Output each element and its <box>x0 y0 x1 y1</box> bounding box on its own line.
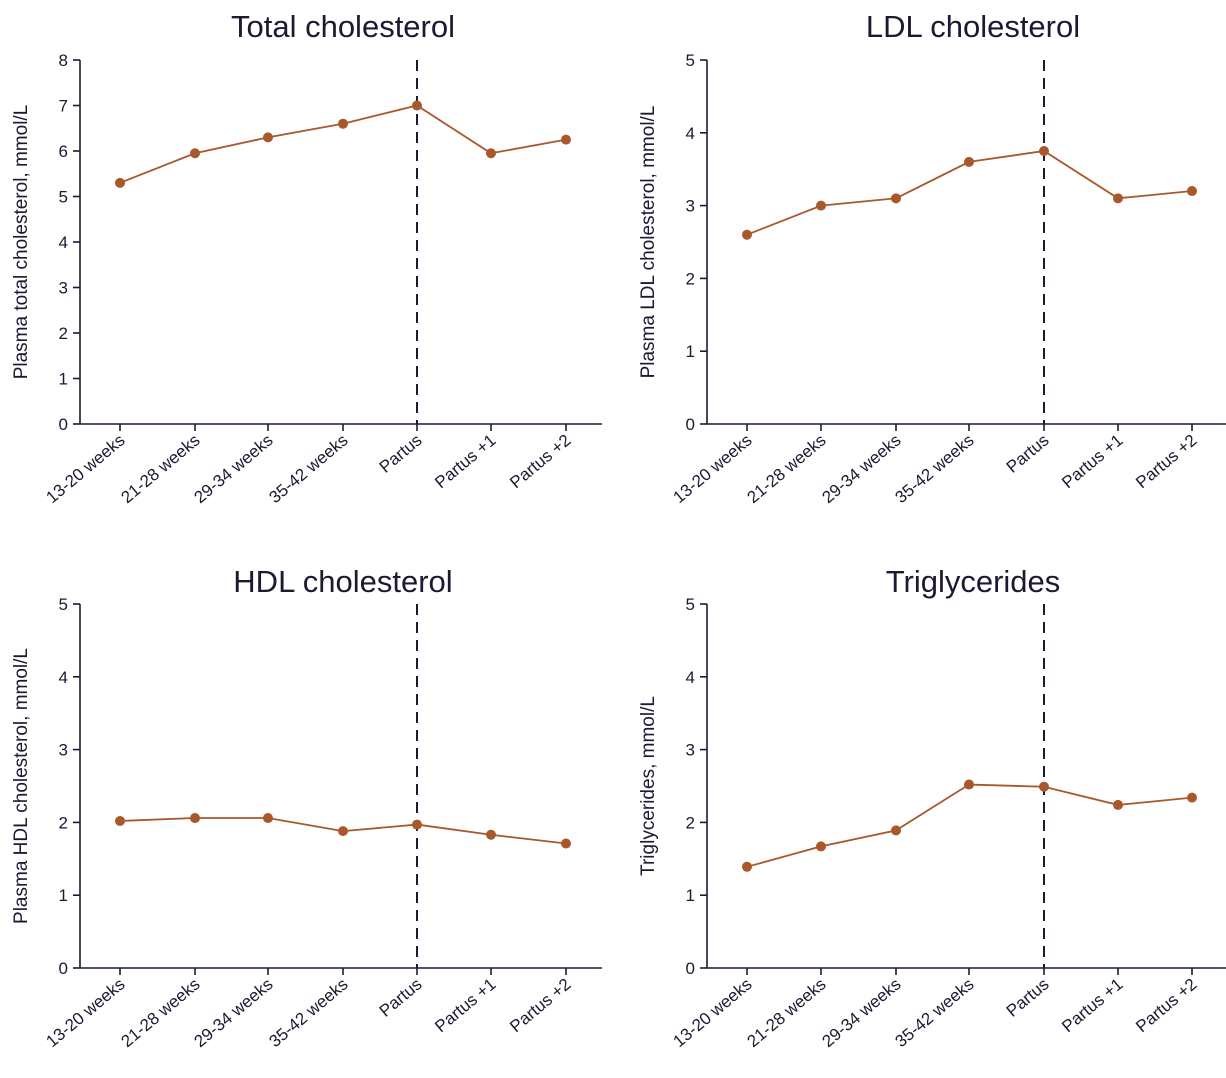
panel-title: Total cholesterol <box>231 9 455 44</box>
y-tick-label: 5 <box>59 595 68 614</box>
y-tick-label: 5 <box>686 595 695 614</box>
y-tick-label: 1 <box>686 886 695 905</box>
data-point <box>190 148 200 159</box>
y-tick-label: 6 <box>59 142 68 161</box>
y-tick-label: 3 <box>686 741 695 760</box>
x-tick-label: Partus +2 <box>1132 431 1200 493</box>
y-axis-label: Plasma HDL cholesterol, mmol/L <box>11 648 32 924</box>
data-point <box>115 177 125 188</box>
y-tick-label: 0 <box>59 415 68 434</box>
y-tick-label: 4 <box>686 668 695 687</box>
data-point <box>486 829 496 840</box>
x-tick-label: 29-34 weeks <box>191 431 277 508</box>
y-tick-label: 5 <box>59 188 68 207</box>
y-tick-label: 1 <box>59 370 68 389</box>
y-tick-label: 5 <box>686 51 695 70</box>
x-tick-label: 35-42 weeks <box>266 431 352 508</box>
data-point <box>561 134 571 145</box>
x-tick-label: Partus <box>376 431 426 477</box>
data-point <box>891 193 901 204</box>
data-point <box>338 826 348 837</box>
panel-triglycerides: Triglycerides Triglycerides, mmol/L 0 1 2 3 4 5… <box>638 564 1226 1051</box>
data-point <box>1113 799 1123 810</box>
x-tick-label: Partus +1 <box>431 975 499 1037</box>
series-line <box>746 783 1193 868</box>
data-point <box>1113 193 1123 204</box>
data-point <box>1039 781 1049 792</box>
x-tick-label: 35-42 weeks <box>892 975 978 1052</box>
y-tick-label: 4 <box>59 233 68 252</box>
data-point <box>486 148 496 159</box>
x-tick-label: 29-34 weeks <box>819 975 905 1052</box>
y-tick-label: 0 <box>686 959 695 978</box>
data-point <box>561 838 571 849</box>
panel-title: HDL cholesterol <box>233 564 452 599</box>
panel-ldl-cholesterol: LDL cholesterol Plasma LDL cholesterol, m… <box>638 9 1226 507</box>
data-point <box>891 825 901 836</box>
data-point <box>742 861 752 872</box>
x-tick-label: 13-20 weeks <box>43 975 129 1052</box>
data-point <box>115 815 125 826</box>
x-tick-label: 21-28 weeks <box>744 975 830 1052</box>
y-tick-label: 3 <box>59 741 68 760</box>
x-tick-label: Partus +1 <box>1058 975 1126 1037</box>
y-tick-label: 0 <box>59 959 68 978</box>
x-tick-label: Partus +1 <box>1058 431 1126 493</box>
x-tick-label: 29-34 weeks <box>819 431 905 508</box>
x-tick-label: 35-42 weeks <box>266 975 352 1052</box>
y-tick-label: 3 <box>59 279 68 298</box>
data-point <box>263 132 273 143</box>
panel-title: LDL cholesterol <box>866 9 1080 44</box>
y-tick-label: 2 <box>686 269 695 288</box>
data-point <box>412 819 422 830</box>
data-point <box>1039 146 1049 156</box>
x-tick-label: 13-20 weeks <box>670 431 756 508</box>
data-point <box>1187 792 1197 803</box>
data-point <box>964 779 974 790</box>
y-tick-label: 8 <box>59 51 68 70</box>
data-point <box>412 100 422 111</box>
y-tick-label: 1 <box>59 886 68 905</box>
y-tick-label: 3 <box>686 197 695 216</box>
y-tick-label: 2 <box>59 324 68 343</box>
data-point <box>816 200 826 211</box>
y-tick-label: 2 <box>686 813 695 832</box>
data-point <box>1187 186 1197 197</box>
x-tick-label: 13-20 weeks <box>670 975 756 1052</box>
x-tick-label: 29-34 weeks <box>191 975 277 1052</box>
y-tick-label: 2 <box>59 813 68 832</box>
y-tick-label: 4 <box>686 124 695 143</box>
data-point <box>263 813 273 824</box>
y-axis-label: Plasma total cholesterol, mmol/L <box>11 105 32 380</box>
data-point <box>964 156 974 167</box>
x-tick-label: 21-28 weeks <box>744 431 830 508</box>
y-axis-label: Plasma LDL cholesterol, mmol/L <box>638 106 659 379</box>
data-point <box>190 813 200 824</box>
panel-title: Triglycerides <box>886 564 1061 599</box>
data-point <box>338 118 348 129</box>
y-tick-label: 4 <box>59 668 68 687</box>
panel-total-cholesterol: Total cholesterol Plasma total cholestero… <box>11 9 602 507</box>
x-tick-label: Partus +2 <box>1132 975 1200 1037</box>
x-tick-label: Partus <box>376 975 426 1021</box>
y-tick-label: 1 <box>686 342 695 361</box>
y-axis-label: Triglycerides, mmol/L <box>638 696 659 876</box>
x-tick-label: Partus <box>1003 431 1053 477</box>
x-tick-label: Partus <box>1003 975 1053 1021</box>
x-tick-label: 35-42 weeks <box>892 431 978 508</box>
data-point <box>816 841 826 852</box>
x-tick-label: 21-28 weeks <box>118 431 204 508</box>
x-tick-label: 13-20 weeks <box>43 431 129 508</box>
x-tick-label: 21-28 weeks <box>118 975 204 1052</box>
y-tick-label: 0 <box>686 415 695 434</box>
x-tick-label: Partus +2 <box>506 975 574 1037</box>
data-point <box>742 229 752 240</box>
series-line <box>119 104 567 184</box>
panel-hdl-cholesterol: HDL cholesterol Plasma HDL cholesterol, m… <box>11 564 602 1051</box>
x-tick-label: Partus +2 <box>506 431 574 493</box>
x-tick-label: Partus +1 <box>431 431 499 493</box>
y-tick-label: 7 <box>59 97 68 116</box>
